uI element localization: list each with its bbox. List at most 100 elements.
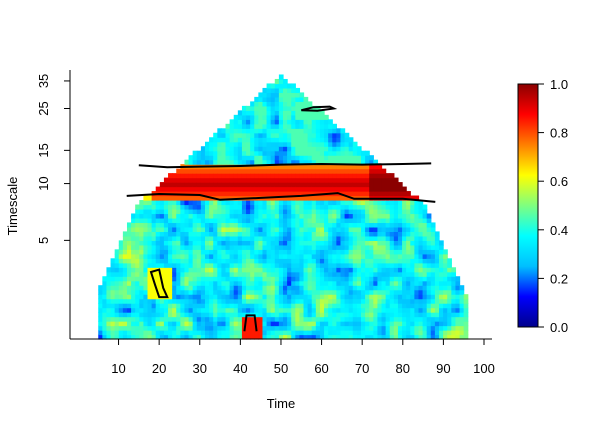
heatmap-cell bbox=[373, 294, 379, 300]
heatmap-cell bbox=[221, 276, 227, 282]
heatmap-cell bbox=[283, 208, 288, 215]
heatmap-cell bbox=[168, 222, 173, 228]
heatmap-cell bbox=[299, 105, 305, 111]
heatmap-cell bbox=[397, 285, 403, 291]
heatmap-cell bbox=[270, 150, 276, 156]
heatmap-cell bbox=[295, 159, 301, 165]
heatmap-cell bbox=[389, 294, 395, 300]
heatmap-cell bbox=[159, 231, 165, 237]
heatmap-cell bbox=[270, 173, 276, 179]
heatmap-cell bbox=[406, 298, 411, 304]
heatmap-cell bbox=[196, 200, 202, 206]
heatmap-cell bbox=[213, 204, 218, 210]
y-axis-title: Timescale bbox=[5, 177, 20, 236]
heatmap-cell bbox=[192, 182, 198, 188]
heatmap-cell bbox=[139, 226, 145, 232]
heatmap-cell bbox=[246, 173, 251, 179]
heatmap-cell bbox=[361, 249, 366, 255]
heatmap-cell bbox=[385, 298, 391, 304]
heatmap-cell bbox=[241, 298, 247, 304]
heatmap-cell bbox=[246, 316, 251, 322]
heatmap-cell bbox=[225, 182, 231, 188]
heatmap-cell bbox=[217, 186, 223, 192]
heatmap-cell bbox=[155, 226, 161, 232]
heatmap-cell bbox=[377, 289, 383, 295]
heatmap-cell bbox=[414, 213, 420, 219]
heatmap-cell bbox=[365, 280, 370, 286]
heatmap-cell bbox=[418, 253, 424, 259]
heatmap-cell bbox=[274, 168, 280, 174]
heatmap-cell bbox=[184, 186, 190, 192]
heatmap-cell bbox=[192, 303, 198, 309]
heatmap-cell bbox=[151, 217, 157, 224]
heatmap-cell bbox=[114, 330, 120, 336]
heatmap-cell bbox=[365, 222, 370, 228]
heatmap-cell bbox=[307, 110, 313, 116]
heatmap-cell bbox=[168, 244, 173, 250]
heatmap-cell bbox=[430, 271, 436, 277]
heatmap-cell bbox=[278, 119, 284, 125]
heatmap-cell bbox=[295, 298, 301, 304]
heatmap-cell bbox=[163, 213, 169, 219]
heatmap-cell bbox=[217, 204, 223, 210]
heatmap-cell bbox=[459, 330, 465, 336]
heatmap-cell bbox=[385, 316, 391, 322]
heatmap-cell bbox=[295, 195, 301, 201]
heatmap-cell bbox=[192, 253, 198, 259]
heatmap-cell bbox=[188, 271, 194, 277]
heatmap-cell bbox=[176, 316, 181, 322]
heatmap-cell bbox=[406, 312, 411, 318]
heatmap-cell bbox=[225, 285, 231, 291]
heatmap-cell bbox=[328, 213, 333, 219]
heatmap-cell bbox=[196, 334, 202, 340]
heatmap-cell bbox=[406, 289, 411, 295]
heatmap-cell bbox=[159, 235, 165, 241]
heatmap-cell bbox=[258, 146, 264, 152]
heatmap-cell bbox=[118, 321, 124, 327]
heatmap-cell bbox=[200, 150, 206, 156]
heatmap-cell bbox=[295, 262, 301, 268]
heatmap-cell bbox=[291, 146, 296, 152]
heatmap-cell bbox=[155, 307, 161, 313]
heatmap-cell bbox=[426, 267, 432, 273]
heatmap-cell bbox=[377, 208, 383, 215]
heatmap-cell bbox=[344, 303, 350, 309]
heatmap-cell bbox=[233, 231, 239, 237]
heatmap-cell bbox=[241, 249, 247, 255]
heatmap-cell bbox=[324, 208, 329, 215]
heatmap-cell bbox=[180, 217, 186, 224]
heatmap-cell bbox=[373, 182, 379, 188]
heatmap-cell bbox=[176, 289, 181, 295]
heatmap-cell bbox=[319, 235, 325, 241]
heatmap-cell bbox=[139, 244, 145, 250]
heatmap-cell bbox=[397, 330, 403, 336]
heatmap-cell bbox=[328, 141, 333, 147]
heatmap-cell bbox=[348, 235, 354, 241]
heatmap-cell bbox=[118, 316, 124, 322]
heatmap-cell bbox=[348, 213, 354, 219]
heatmap-cell bbox=[102, 312, 108, 318]
heatmap-cell bbox=[291, 208, 296, 215]
heatmap-cell bbox=[291, 217, 296, 224]
heatmap-cell bbox=[373, 276, 379, 282]
heatmap-cell bbox=[254, 141, 259, 147]
heatmap-cell bbox=[373, 204, 379, 210]
heatmap-cell bbox=[131, 298, 136, 304]
heatmap-cell bbox=[118, 271, 124, 277]
heatmap-cell bbox=[270, 208, 276, 215]
heatmap-cell bbox=[155, 298, 161, 304]
heatmap-cell bbox=[324, 276, 329, 282]
heatmap-cell bbox=[258, 222, 264, 228]
heatmap-cell bbox=[324, 249, 329, 255]
heatmap-cell bbox=[155, 213, 161, 219]
heatmap-cell bbox=[311, 240, 317, 246]
heatmap-cell bbox=[254, 128, 259, 134]
heatmap-cell bbox=[328, 164, 333, 170]
heatmap-cell bbox=[180, 186, 186, 192]
heatmap-cell bbox=[237, 235, 243, 241]
heatmap-cell bbox=[397, 321, 403, 327]
heatmap-cell bbox=[270, 258, 276, 264]
heatmap-cell bbox=[356, 312, 362, 318]
heatmap-cell bbox=[250, 208, 255, 215]
heatmap-cell bbox=[447, 334, 452, 340]
